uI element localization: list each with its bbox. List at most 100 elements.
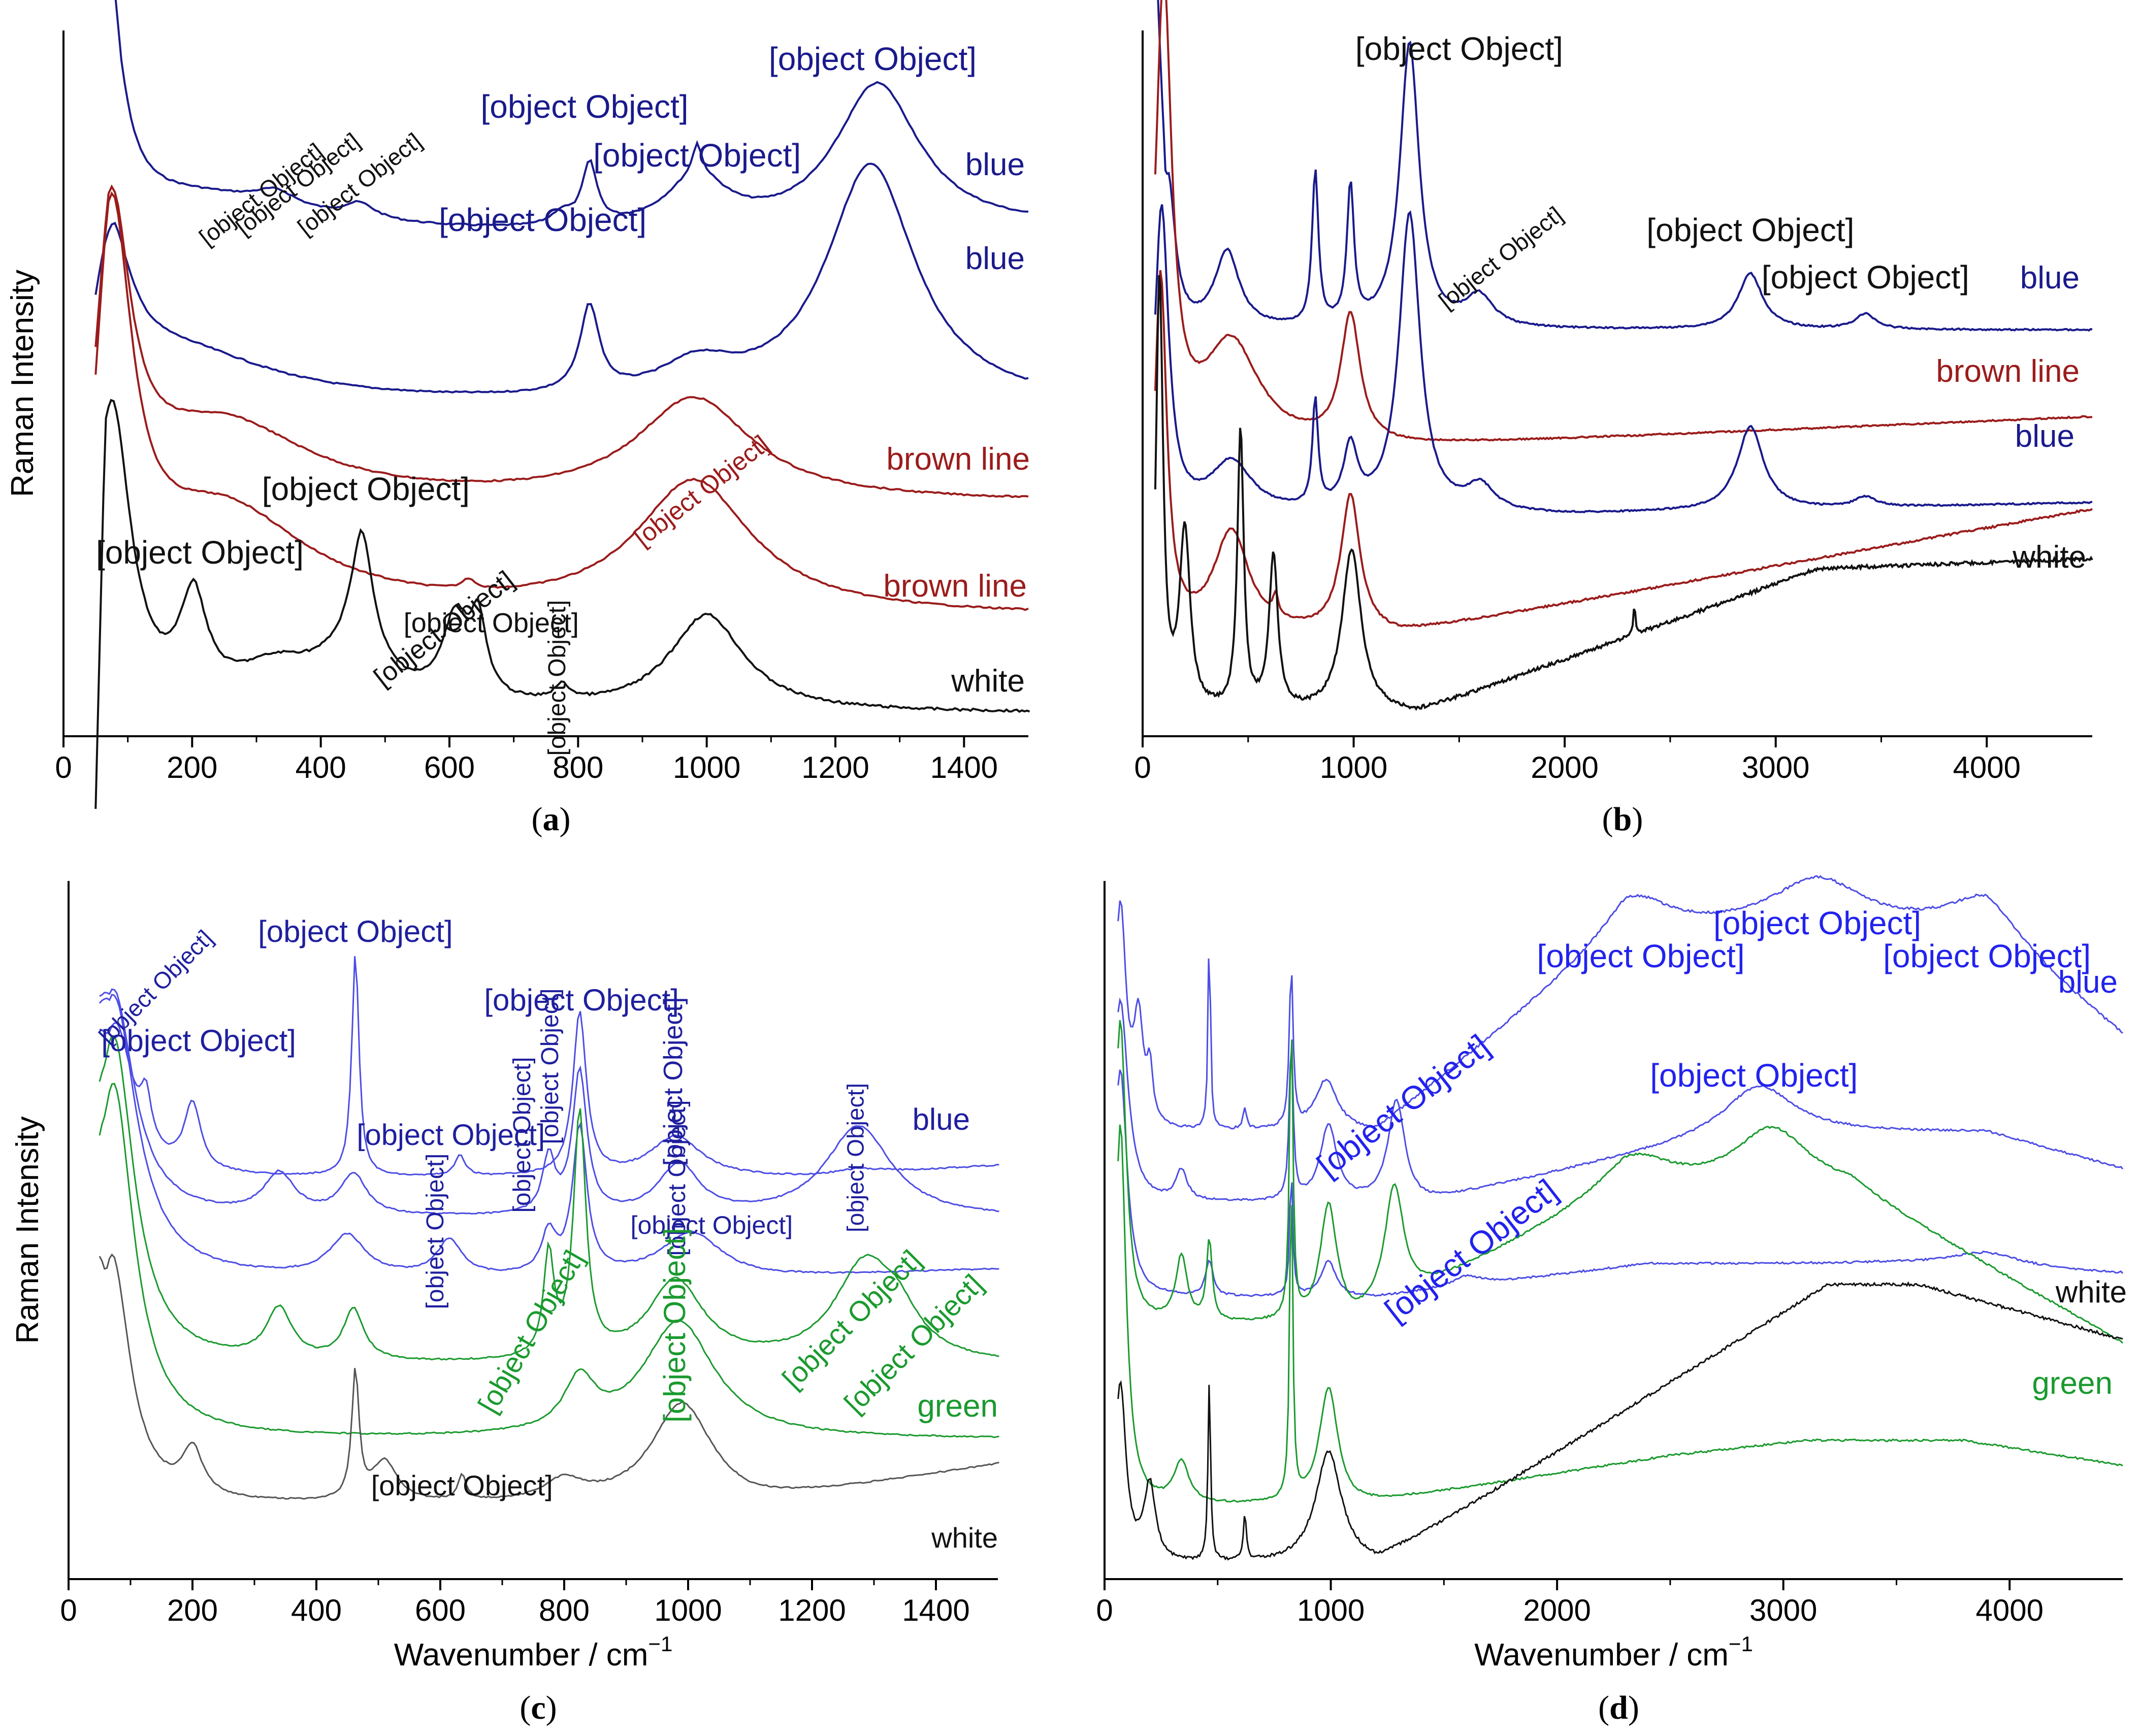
x-tick-label: 200 xyxy=(167,1593,218,1627)
caption-paren: ) xyxy=(546,1689,557,1726)
x-tick-label: 800 xyxy=(553,750,603,784)
peak-label: [object Object] xyxy=(101,1024,296,1058)
series-label: brown line xyxy=(886,442,1030,477)
series-label: brown line xyxy=(1936,354,2080,389)
peak-label: [object Object] xyxy=(593,137,801,174)
x-tick-label: 600 xyxy=(424,750,475,784)
x-tick-label: 2000 xyxy=(1523,1593,1591,1627)
caption-letter: b xyxy=(1613,801,1632,838)
spectrum-blue-1 xyxy=(99,956,999,1176)
panel-d: 0 1000 2000 3000 4000 Wavenumber / cm−1 (d) [ob… xyxy=(1096,875,2127,1726)
series-label: blue xyxy=(2020,260,2080,296)
panel-caption: (c) xyxy=(520,1689,557,1726)
spectrum-blue-1 xyxy=(1157,0,2093,332)
x-axis-label-superscript: −1 xyxy=(648,1632,672,1656)
x-tick-label: 0 xyxy=(1134,750,1151,784)
peak-label: [object Object] xyxy=(537,989,564,1144)
caption-paren: ) xyxy=(1628,1689,1639,1726)
x-axis-label-text: Wavenumber / cm xyxy=(1474,1637,1729,1673)
spectrum-blue-2 xyxy=(94,162,1029,394)
spectrum-brown-2 xyxy=(94,191,1029,611)
spectrum-green-1 xyxy=(1117,1020,2124,1344)
x-tick-label: 200 xyxy=(167,750,217,784)
peak-label: [object Object] xyxy=(1883,938,2091,974)
peak-label: [object Object] xyxy=(509,1057,536,1213)
caption-letter: c xyxy=(531,1689,545,1726)
x-tick-label: 1000 xyxy=(673,750,740,784)
peak-label: [object Object] xyxy=(631,1211,793,1239)
series-label: white xyxy=(951,664,1025,699)
spectrum-blue-1 xyxy=(114,0,1029,226)
series-label: brown line xyxy=(883,569,1027,604)
panel-a: 0 200 400 600 800 1000 1200 1400 Raman Intensity… xyxy=(5,0,1030,838)
x-tick-label: 1200 xyxy=(778,1593,846,1627)
spectrum-blue-2 xyxy=(1117,997,2124,1201)
peak-label: [object Object] xyxy=(472,1244,591,1418)
x-tick-label: 800 xyxy=(539,1593,590,1627)
x-tick-label: 1000 xyxy=(654,1593,722,1627)
peak-label: [object Object] xyxy=(480,88,688,125)
spectrum-brown-1 xyxy=(1154,0,2093,442)
x-tick-label: 400 xyxy=(291,1593,342,1627)
peak-label: [object Object] xyxy=(1762,259,1969,296)
y-axis-label: Raman Intensity xyxy=(5,270,40,497)
spectrum-blue-3 xyxy=(1117,1069,2124,1297)
peak-label: [object Object] xyxy=(1650,1057,1858,1094)
x-tick-label: 1400 xyxy=(902,1593,969,1627)
spectrum-brown-2 xyxy=(1154,270,2093,628)
panel-caption: (b) xyxy=(1602,801,1643,838)
peak-label: [object Object] xyxy=(1434,201,1568,314)
spectrum-brown-1 xyxy=(94,184,1029,499)
peak-label: [object Object] xyxy=(262,471,470,507)
caption-paren: ( xyxy=(1598,1689,1609,1726)
x-tick-label: 0 xyxy=(60,1593,77,1627)
caption-paren: ( xyxy=(520,1689,531,1726)
series-label: green xyxy=(2032,1366,2113,1401)
peak-label: [object Object] xyxy=(371,1469,553,1501)
peak-label: [object Object] xyxy=(484,983,679,1017)
caption-paren: ( xyxy=(532,801,543,838)
spectrum-green-2 xyxy=(1117,1124,2123,1503)
x-axis-label-text: Wavenumber / cm xyxy=(394,1637,649,1673)
spectrum-green-1 xyxy=(99,1035,999,1361)
peak-label: [object Object] xyxy=(544,600,571,756)
x-tick-label: 3000 xyxy=(1742,750,1809,784)
x-tick-label: 600 xyxy=(415,1593,466,1627)
panel-caption: (a) xyxy=(532,801,571,838)
x-tick-label: 0 xyxy=(1096,1593,1113,1627)
x-axis-label: Wavenumber / cm−1 xyxy=(394,1632,673,1673)
peak-label: [object Object] xyxy=(1355,30,1563,67)
panel-b: 0 1000 2000 3000 4000 (b) [object Object] [obje… xyxy=(1134,0,2093,838)
peak-label: [object Object] xyxy=(1537,938,1744,974)
peak-label: [object Object] xyxy=(842,1083,868,1232)
panel-caption: (d) xyxy=(1598,1689,1639,1726)
x-tick-label: 400 xyxy=(296,750,346,784)
y-axis-label: Raman Intensity xyxy=(10,1117,45,1344)
spectrum-blue-2 xyxy=(1154,204,2093,513)
x-tick-label: 2000 xyxy=(1531,750,1598,784)
peak-label: [object Object] xyxy=(96,534,304,571)
peak-label: [object Object] xyxy=(1713,905,1921,941)
series-label: blue xyxy=(913,1102,970,1136)
spectrum-blue-2 xyxy=(99,988,999,1215)
peak-label: [object Object] xyxy=(258,914,453,948)
series-label: blue xyxy=(965,147,1025,182)
x-tick-label: 3000 xyxy=(1749,1593,1817,1627)
x-tick-label: 1400 xyxy=(930,750,998,784)
x-axis-label: Wavenumber / cm−1 xyxy=(1474,1632,1753,1673)
peak-label: [object Object] xyxy=(1378,1172,1564,1329)
peak-label: [object Object] xyxy=(658,1228,692,1423)
series-label: white xyxy=(931,1522,998,1554)
x-tick-label: 1000 xyxy=(1297,1593,1365,1627)
spectrum-white xyxy=(1154,275,2093,711)
caption-letter: a xyxy=(543,801,560,838)
peak-label: [object Object] xyxy=(356,1119,545,1152)
peak-label: [object Object] xyxy=(1646,212,1854,248)
x-tick-label: 1000 xyxy=(1320,750,1387,784)
x-tick-label: 1200 xyxy=(801,750,869,784)
caption-paren: ( xyxy=(1602,801,1613,838)
caption-paren: ) xyxy=(560,801,571,838)
spectrum-white xyxy=(94,399,1030,809)
peak-label: [object Object] xyxy=(422,1154,449,1309)
